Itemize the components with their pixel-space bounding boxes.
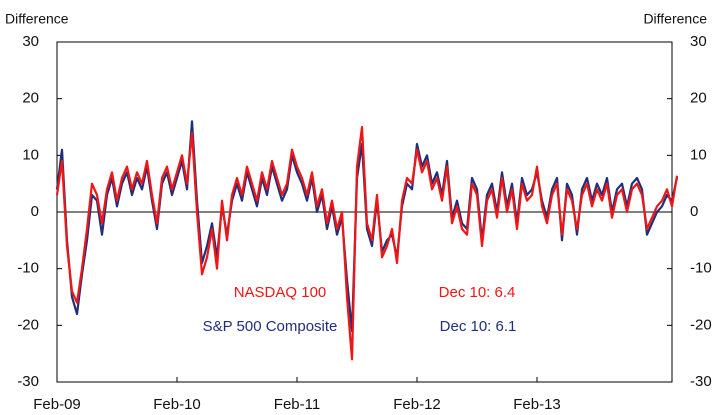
y2-axis-label: Difference <box>643 11 707 27</box>
x-tick-label: Feb-10 <box>153 396 201 413</box>
series-line <box>55 125 679 361</box>
y-tick-label: 0 <box>31 203 39 220</box>
y-tick-label: 20 <box>22 90 39 107</box>
annotation: Dec 10: 6.4 <box>439 284 516 301</box>
y-tick-label: -20 <box>17 316 39 333</box>
legend-label: S&P 500 Composite <box>203 318 338 335</box>
y-tick-label: 10 <box>22 146 39 163</box>
y2-tick-label: -10 <box>690 260 712 277</box>
y2-tick-label: -30 <box>690 373 712 390</box>
y2-tick-label: 0 <box>690 203 698 220</box>
y2-tick-label: 10 <box>690 146 707 163</box>
y2-tick-label: -20 <box>690 316 712 333</box>
y2-tick-label: 20 <box>690 90 707 107</box>
y-tick-label: -10 <box>17 260 39 277</box>
y-axis-label: Difference <box>5 11 69 27</box>
x-tick-label: Feb-11 <box>274 396 320 413</box>
annotation: Dec 10: 6.1 <box>440 318 517 335</box>
legend-label: NASDAQ 100 <box>234 284 327 301</box>
x-tick-label: Feb-09 <box>33 396 81 413</box>
x-tick-label: Feb-13 <box>513 396 561 413</box>
x-tick-label: Feb-12 <box>393 396 441 413</box>
y2-tick-label: 30 <box>690 33 707 50</box>
y-tick-label: 30 <box>22 33 39 50</box>
y-tick-label: -30 <box>17 373 39 390</box>
